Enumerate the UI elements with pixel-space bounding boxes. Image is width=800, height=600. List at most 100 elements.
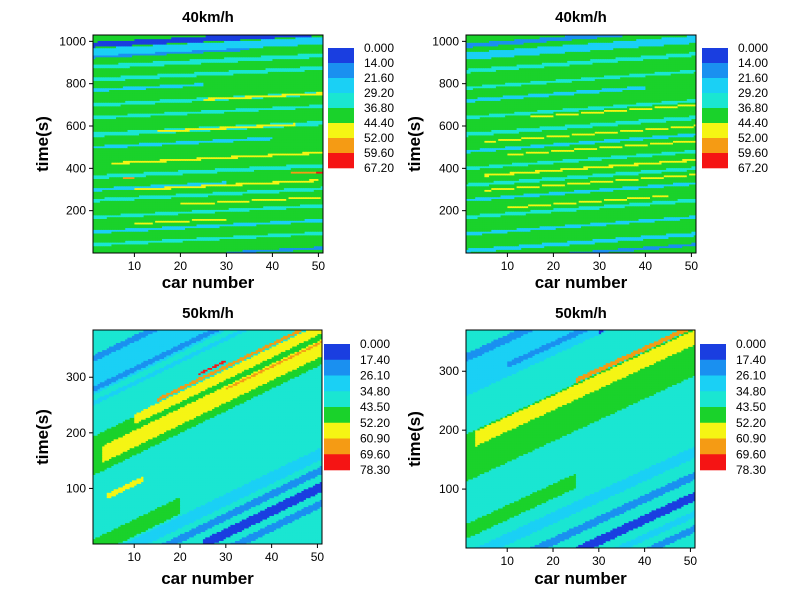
heatmap-cell — [295, 216, 299, 219]
heatmap-cell — [293, 234, 296, 238]
heatmap-cell — [173, 233, 177, 236]
heatmap-cell — [281, 223, 285, 227]
heatmap-cell — [150, 176, 154, 180]
heatmap-cell — [132, 198, 135, 201]
heatmap-cell — [219, 203, 223, 207]
heatmap-cell — [318, 180, 322, 183]
heatmap-cell — [247, 209, 250, 212]
heatmap-cell — [143, 238, 147, 241]
heatmap-cell — [152, 209, 156, 212]
heatmap-cell — [187, 194, 191, 198]
heatmap-cell — [106, 209, 110, 212]
heatmap-cell — [116, 189, 119, 192]
heatmap-cell — [277, 229, 280, 232]
heatmap-cell — [254, 191, 257, 194]
heatmap-cell — [187, 193, 191, 196]
heatmap-cell — [191, 171, 195, 174]
heatmap-cell — [272, 193, 276, 196]
heatmap-cell — [226, 249, 230, 252]
heatmap-cell — [221, 202, 225, 205]
heatmap-cell — [173, 222, 177, 225]
heatmap-cell — [145, 202, 149, 205]
heatmap-cell — [178, 218, 181, 221]
heatmap-cell — [297, 173, 301, 176]
heatmap-cell — [235, 227, 239, 230]
heatmap-cell — [263, 233, 266, 236]
heatmap-cell — [122, 180, 126, 183]
heatmap-cell — [143, 214, 147, 218]
heatmap-cell — [152, 185, 156, 189]
heatmap-cell — [132, 234, 135, 238]
heatmap-cell — [109, 242, 112, 245]
heatmap-cell — [258, 220, 262, 223]
heatmap-cell — [270, 185, 273, 189]
heatmap-cell — [118, 238, 122, 241]
heatmap-cell — [95, 193, 99, 196]
heatmap-cell — [95, 191, 99, 194]
heatmap-cell — [258, 249, 262, 252]
heatmap-cell — [122, 200, 126, 203]
heatmap-cell — [116, 178, 119, 181]
heatmap-cell — [235, 236, 239, 239]
heatmap-cell — [93, 182, 96, 185]
heatmap-cell — [175, 220, 179, 223]
heatmap-cell — [203, 207, 207, 210]
heatmap-cell — [132, 231, 135, 234]
heatmap-cell — [290, 189, 294, 192]
heatmap-cell — [99, 174, 103, 178]
heatmap-cell — [217, 203, 220, 207]
heatmap-cell — [205, 203, 209, 207]
heatmap-cell — [279, 183, 283, 187]
heatmap-cell — [270, 202, 273, 205]
heatmap-cell — [221, 171, 225, 174]
heatmap-cell — [256, 176, 260, 180]
heatmap-cell — [233, 169, 237, 172]
heatmap-cell — [187, 229, 191, 232]
heatmap-cell — [185, 227, 188, 230]
heatmap-cell — [136, 236, 140, 239]
heatmap-cell — [164, 229, 168, 232]
heatmap-cell — [263, 209, 266, 212]
heatmap-cell — [320, 205, 323, 209]
heatmap-cell — [244, 207, 248, 210]
heatmap-cell — [210, 189, 214, 192]
heatmap-cell — [189, 207, 193, 210]
heatmap-cell — [152, 194, 156, 198]
heatmap-cell — [277, 209, 280, 212]
heatmap-cell — [214, 198, 218, 201]
heatmap-cell — [141, 211, 145, 214]
heatmap-cell — [297, 211, 301, 214]
heatmap-cell — [313, 220, 317, 223]
heatmap-cell — [240, 171, 243, 174]
heatmap-cell — [182, 191, 186, 194]
heatmap-cell — [118, 173, 122, 176]
heatmap-cell — [217, 236, 220, 239]
heatmap-cell — [210, 169, 214, 172]
heatmap-cell — [116, 236, 119, 239]
heatmap-cell — [189, 200, 193, 203]
heatmap-cell — [256, 191, 260, 194]
heatmap-cell — [267, 236, 271, 239]
heatmap-cell — [260, 236, 264, 239]
heatmap-cell — [279, 189, 283, 192]
heatmap-cell — [164, 218, 168, 221]
heatmap-cell — [127, 249, 131, 252]
heatmap-cell — [201, 214, 204, 218]
heatmap-cell — [194, 187, 197, 190]
heatmap-cell — [129, 180, 133, 183]
heatmap-cell — [237, 193, 241, 196]
heatmap-cell — [219, 189, 223, 192]
heatmap-cell — [102, 240, 105, 243]
heatmap-cell — [194, 169, 197, 172]
heatmap-cell — [254, 216, 257, 219]
heatmap-cell — [164, 243, 168, 247]
heatmap-cell — [93, 214, 96, 218]
heatmap-cell — [196, 207, 200, 210]
heatmap-cell — [95, 183, 99, 187]
heatmap-cell — [249, 216, 253, 219]
heatmap-cell — [134, 251, 138, 253]
heatmap-cell — [235, 247, 239, 250]
heatmap-cell — [214, 203, 218, 207]
heatmap-cell — [166, 247, 170, 250]
heatmap-cell — [219, 202, 223, 205]
